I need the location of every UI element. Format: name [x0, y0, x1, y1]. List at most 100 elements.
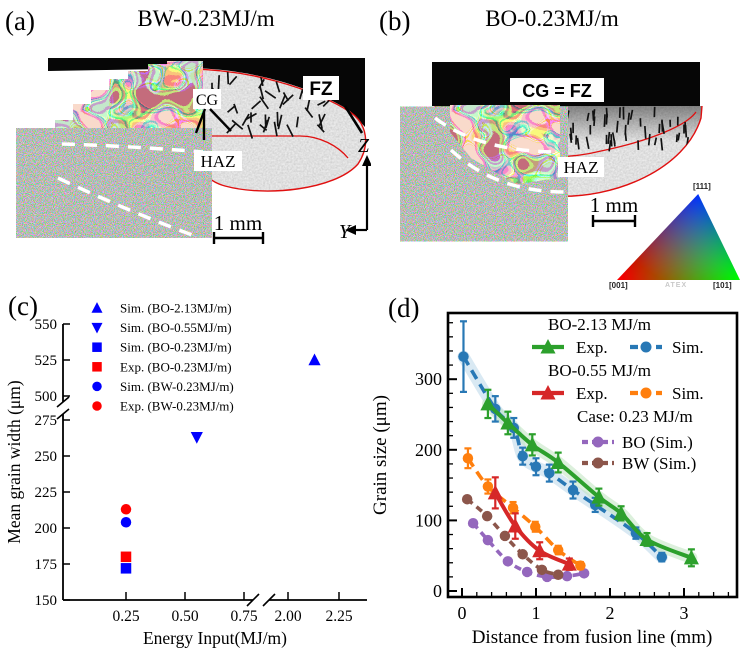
data-point-sim055 — [462, 453, 474, 464]
ipf-watermark: ATEX — [665, 282, 688, 289]
panel-a-micrograph: (a) BW-0.23MJ/m CG FZ HAZ — [5, 6, 371, 244]
data-point — [120, 551, 132, 563]
x-tick-label: 2.25 — [325, 608, 352, 625]
cg-annotation: CG — [193, 89, 232, 140]
data-point-sim213 — [530, 461, 542, 472]
legend-marker — [92, 362, 102, 372]
data-point-bo023 — [467, 517, 479, 529]
fz-annotation: FZ — [303, 76, 339, 100]
data-point-sim213 — [458, 351, 469, 362]
coordinate-axes: Z Y — [339, 135, 371, 243]
y-tick-label: 175 — [35, 557, 58, 573]
chart-mean-grain-width: (c) 150 175 200 225 250 275 500 525 550 0.25 0.50 0… — [4, 291, 367, 648]
y-tick-label: 525 — [35, 353, 58, 369]
data-point-sim213 — [517, 450, 528, 462]
chart-c-legend: Sim. (BO-2.13MJ/m) Sim. (BO-0.55MJ/m) Sim.… — [91, 301, 234, 414]
fz-label: FZ — [309, 79, 333, 100]
data-point-exp055 — [532, 542, 548, 558]
data-point-bw023 — [552, 569, 564, 581]
legend-marker — [92, 381, 102, 392]
y-tick-label: 0 — [433, 581, 442, 601]
series-line-bw023 — [466, 497, 559, 577]
data-point-bw023 — [481, 510, 493, 522]
legend-label: BW (Sim.) — [622, 454, 696, 473]
y-axis-break-mark — [56, 408, 70, 420]
panel-c-letter: (c) — [8, 291, 38, 321]
data-point-exp213 — [613, 505, 629, 520]
data-point-exp055 — [507, 517, 523, 533]
x-tick-label: 2.00 — [274, 608, 301, 625]
ipf-101-label: [101] — [713, 281, 732, 290]
chart-d-data-series — [458, 320, 699, 583]
panel-b-micrograph: (b) BO-0.23MJ/m CG = FZ HAZ 1 mm — [379, 6, 703, 235]
data-point-exp213 — [550, 454, 566, 470]
y-tick-label: 150 — [35, 593, 58, 609]
y-tick-label: 100 — [415, 510, 442, 530]
data-point-bw023 — [536, 564, 548, 576]
legend-heading: Case: 0.23 MJ/m — [577, 407, 693, 426]
legend-marker — [91, 302, 103, 313]
legend-marker — [640, 341, 652, 353]
data-point-exp213 — [480, 395, 496, 411]
panel-b-letter: (b) — [379, 6, 410, 36]
legend-heading: BO-2.13 MJ/m — [548, 315, 651, 334]
y-tick-label: 250 — [35, 449, 58, 465]
data-point-bo023 — [521, 566, 533, 578]
data-point-bw023 — [461, 493, 473, 505]
legend-label: Exp. — [576, 384, 608, 403]
y-arrowhead — [345, 225, 356, 235]
fz-haz-boundary-line — [200, 135, 349, 159]
data-point — [120, 516, 132, 528]
series-line-exp055 — [493, 491, 571, 567]
x-tick-label: 0.25 — [112, 608, 139, 625]
x-tick-label: 1 — [532, 603, 541, 623]
scale-bar-label: 1 mm — [590, 193, 638, 217]
x-axis-break-mark — [246, 593, 260, 607]
data-point-sim055 — [575, 560, 586, 571]
weld-top-black-region — [48, 58, 365, 127]
legend-marker — [92, 342, 102, 352]
data-point-exp055 — [487, 484, 503, 500]
data-point — [190, 432, 203, 444]
data-point-sim213 — [544, 467, 555, 479]
legend-marker — [592, 457, 604, 469]
y-tick-label: 550 — [35, 317, 58, 333]
haz-dashed-boundaries — [433, 116, 566, 194]
data-point-bo023 — [482, 534, 494, 546]
plot-frame — [446, 311, 739, 599]
legend-marker — [640, 387, 652, 399]
z-arrowhead — [362, 155, 371, 166]
legend-heading: BO-0.55 MJ/m — [548, 361, 651, 380]
legend-label: Exp. — [576, 338, 608, 357]
y-tick-label: 200 — [35, 521, 58, 537]
data-point — [120, 504, 132, 515]
scale-bar-label: 1 mm — [214, 211, 262, 235]
chart-d-legend: BO-2.13 MJ/m Exp. Sim. BO-0.55 MJ/m Exp. Sim.… — [532, 315, 704, 473]
data-point-exp213 — [500, 414, 516, 430]
x-axis-break-mark — [262, 593, 276, 607]
x-axis-title: Distance from fusion line (mm) — [472, 627, 713, 648]
data-point-bw023 — [499, 530, 511, 542]
y-axis-break-mark — [56, 396, 70, 408]
x-tick-label: 3 — [680, 603, 689, 623]
y-tick-label: 275 — [35, 413, 58, 429]
x-axis-title: Energy Input(MJ/m) — [143, 628, 287, 648]
legend-label: Sim. — [672, 384, 704, 403]
y-axis-title: Mean grain width (μm) — [4, 380, 24, 544]
legend-label: Sim. (BO-0.55MJ/m) — [120, 320, 232, 335]
x-tick-label: 0.50 — [171, 608, 198, 625]
haz-dashed-boundaries — [57, 142, 204, 240]
panel-b-title: BO-0.23MJ/m — [485, 6, 619, 31]
ipf-color-key: [111] [001] [101] ATEX — [609, 182, 743, 294]
panel-a-letter: (a) — [5, 6, 35, 36]
ipf-111-label: [111] — [693, 182, 711, 191]
panel-a-title: BW-0.23MJ/m — [137, 6, 274, 31]
haz-label: HAZ — [564, 158, 599, 177]
data-point-bw023 — [517, 549, 528, 560]
legend-label: Sim. (BW-0.23MJ/m) — [120, 379, 234, 394]
data-point-exp213 — [639, 531, 655, 546]
panel-d-letter: (d) — [388, 293, 419, 323]
data-point-exp213 — [524, 436, 540, 452]
grain-width-indicator — [343, 105, 364, 134]
data-point-bo023 — [502, 556, 514, 567]
